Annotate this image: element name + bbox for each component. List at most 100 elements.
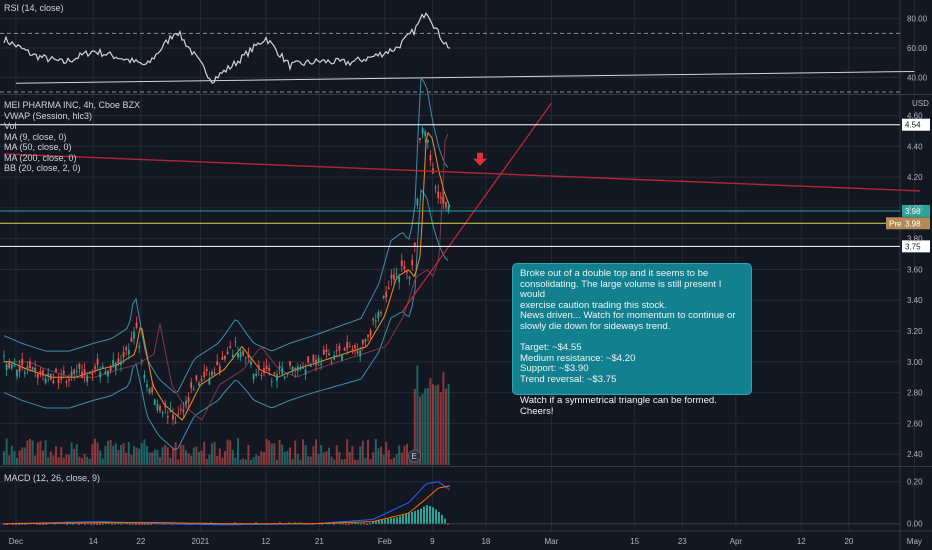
candle-body [174,422,177,424]
candle-body [60,376,63,380]
candle-body [91,373,94,375]
volume-bar [130,454,133,465]
volume-bar [81,458,83,465]
candle-body [382,296,385,299]
volume-bar [419,396,421,465]
volume-bar [442,372,445,465]
macd-histogram-bar [333,523,335,525]
volume-bar [317,453,320,465]
macd-histogram-bar [93,523,95,525]
macd-histogram-bar [141,523,143,525]
candle-body [250,361,252,365]
candle-body [127,349,130,355]
volume-bar [101,458,104,465]
volume-bar [320,445,323,465]
volume-bar [34,455,37,465]
volume-bar [328,447,330,465]
volume-bar [413,388,416,465]
volume-bar [283,451,286,465]
volume-bar [107,440,109,465]
candle-body [216,361,219,366]
volume-bar [213,441,216,465]
legend-ma9[interactable]: MA (9, close, 0) [4,131,67,142]
candle-body [221,357,224,360]
candle-body [354,345,356,349]
candle-body [346,342,349,349]
volume-bar [94,438,96,465]
candle-body [104,371,107,374]
rsi-legend-title: RSI (14, close) [4,3,64,13]
volume-bar [169,457,172,465]
macd-legend[interactable]: MACD (12, 26, close, 9) [4,473,100,484]
price-level-tag-label: 3.75 [905,242,921,251]
note-line: slowly die down for sideways trend. [520,320,671,332]
candle-body [424,131,427,137]
macd-histogram-bar [369,523,371,525]
volume-bar [211,443,213,465]
candle-body [190,382,193,389]
candle-body [330,361,333,363]
volume-bar [133,446,135,465]
rsi-legend[interactable]: RSI (14, close) [4,3,64,14]
bb-upper-line [3,76,449,394]
time-axis-label: Apr [730,537,743,546]
time-axis-label: 21 [315,537,324,546]
volume-bar [195,446,198,465]
volume-bar [88,459,91,465]
candle-body [5,363,8,371]
macd-legend-title: MACD (12, 26, close, 9) [4,473,101,483]
candle-body [231,354,234,358]
candle-body [294,368,297,371]
macd-histogram-bar [135,523,137,525]
time-axis-label: 15 [630,537,639,546]
macd-histogram-bar [363,522,365,524]
volume-bar [390,459,393,465]
volume-bar [21,447,24,465]
candle-body [107,370,109,377]
macd-histogram-bar [108,522,110,524]
candle-body [276,374,278,381]
legend-bb[interactable]: BB (20, close, 2, 0) [4,163,81,173]
candle-body [94,366,96,369]
analysis-note[interactable]: Broke out of a double top and it seems t… [512,263,752,417]
main-legend[interactable]: MEI PHARMA INC, 4h, Cboe BZX VWAP (Sessi… [4,100,140,174]
candle-body [307,356,310,363]
legend-ma200[interactable]: MA (200, close, 0) [4,152,77,163]
candle-body [3,355,5,357]
candle-body [447,206,450,212]
macd-histogram-bar [432,507,434,524]
candle-body [398,276,401,283]
volume-bar [400,452,403,465]
time-axis-label: Mar [545,537,559,546]
candle-body [226,351,229,355]
volume-bar [10,445,13,465]
price-axis-unit: USD [912,99,929,108]
macd-histogram-bar [99,523,101,525]
candle-body [208,377,211,385]
time-axis-label: 12 [261,537,270,546]
time-axis-label: 20 [844,537,853,546]
candle-body [16,369,18,377]
candle-body [437,191,440,198]
volume-bar [198,451,200,465]
pre-market-label: Pre [889,219,902,228]
candle-body [166,415,169,418]
macd-histogram-bar [354,522,356,524]
macd-histogram-bar [393,517,395,524]
candle-body [359,350,362,357]
time-axis-label: Dec [9,537,23,546]
symbol-title: MEI PHARMA INC, 4h, Cboe BZX [4,100,141,110]
candle-body [75,370,78,372]
note-line-support: Support: ~$3.90 [520,363,589,375]
legend-vwap[interactable]: VWAP (Session, hlc3) [4,110,93,121]
volume-bar [247,444,250,465]
candle-body [244,357,247,359]
rsi-line [3,12,451,84]
legend-vol[interactable]: Vol [4,121,17,131]
candle-body [387,287,390,289]
volume-bar [190,455,193,465]
volume-bar [374,438,377,465]
volume-bar [348,452,351,465]
legend-ma50[interactable]: MA (50, close, 0) [4,142,72,152]
